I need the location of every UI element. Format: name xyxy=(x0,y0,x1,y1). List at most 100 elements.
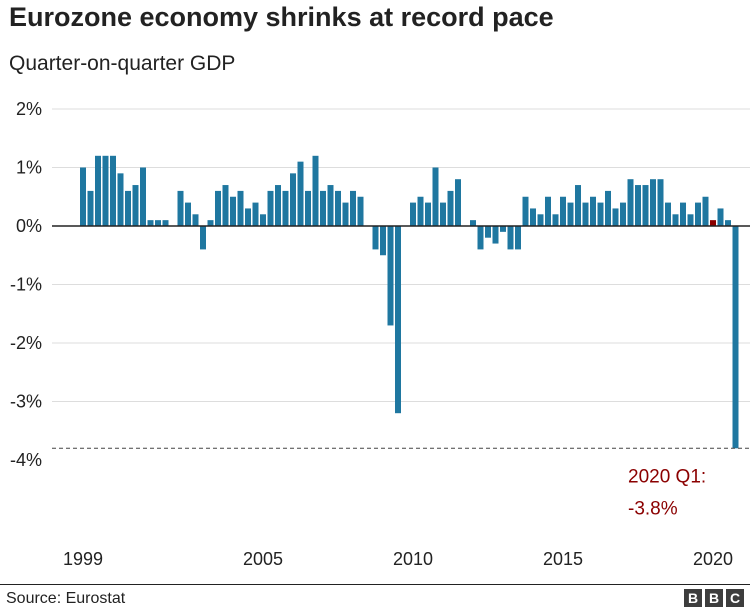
bar xyxy=(267,190,274,226)
bar xyxy=(717,208,724,226)
bar xyxy=(312,155,319,226)
bar xyxy=(320,190,326,226)
bar xyxy=(125,190,131,226)
y-axis-labels: 2% 1% 0% -1% -2% -3% -4% xyxy=(10,99,42,470)
bbc-logo: B B C xyxy=(684,589,744,607)
bar xyxy=(530,208,536,226)
x-tick-label: 2005 xyxy=(243,549,283,569)
bar xyxy=(245,208,251,226)
y-tick-label: -4% xyxy=(10,450,42,470)
bar xyxy=(80,167,86,226)
logo-letter: B xyxy=(705,589,723,607)
bar xyxy=(335,190,341,226)
x-tick-label: 2010 xyxy=(393,549,433,569)
logo-letter: C xyxy=(726,589,744,607)
bar xyxy=(440,202,446,226)
bar xyxy=(702,196,709,226)
bar xyxy=(507,226,514,250)
bar xyxy=(552,214,559,226)
bar xyxy=(582,202,589,226)
bar xyxy=(410,202,416,226)
bar xyxy=(732,226,739,449)
bar xyxy=(372,226,379,250)
bar xyxy=(305,190,311,226)
bar xyxy=(447,190,454,226)
bar xyxy=(147,220,154,226)
bar xyxy=(117,173,124,226)
bar xyxy=(95,155,101,226)
bar xyxy=(177,190,184,226)
bar xyxy=(417,196,424,226)
bar xyxy=(590,196,596,226)
bar xyxy=(455,179,461,226)
bar xyxy=(342,202,349,226)
bar xyxy=(282,190,289,226)
source-note: Source: Eurostat xyxy=(6,590,126,607)
y-tick-label: -1% xyxy=(10,275,42,295)
bar xyxy=(620,202,626,226)
bars xyxy=(80,155,739,449)
bar xyxy=(327,185,334,226)
bar-chart: 2% 1% 0% -1% -2% -3% -4% 1999 2005 2010 2015 2020 … xyxy=(10,99,750,569)
bar xyxy=(380,226,386,256)
bar xyxy=(567,202,574,226)
bar xyxy=(230,196,236,226)
x-axis-labels: 1999 2005 2010 2015 2020 xyxy=(63,549,733,569)
footer-divider xyxy=(0,584,750,585)
bar xyxy=(110,155,116,226)
bar xyxy=(87,190,94,226)
bar xyxy=(192,214,199,226)
bar xyxy=(492,226,499,244)
bar xyxy=(680,202,686,226)
bar xyxy=(665,202,671,226)
y-tick-label: 0% xyxy=(16,216,42,236)
bar xyxy=(470,220,476,226)
bar xyxy=(425,202,431,226)
bar xyxy=(725,220,731,226)
x-tick-label: 2020 xyxy=(693,549,733,569)
bar xyxy=(545,196,551,226)
bar xyxy=(642,185,649,226)
bar xyxy=(237,190,244,226)
bar xyxy=(387,226,394,326)
bar xyxy=(597,202,604,226)
bar xyxy=(575,185,581,226)
bar xyxy=(500,226,506,232)
chart-subtitle: Quarter-on-quarter GDP xyxy=(9,52,236,75)
bar xyxy=(222,185,229,226)
bar xyxy=(275,185,281,226)
bar xyxy=(695,202,701,226)
bar xyxy=(350,190,356,226)
bar xyxy=(657,179,664,226)
bar xyxy=(522,196,529,226)
bar xyxy=(260,214,266,226)
bar xyxy=(290,173,296,226)
y-tick-label: 2% xyxy=(16,99,42,119)
bar xyxy=(132,185,139,226)
bar xyxy=(140,167,146,226)
bar xyxy=(605,190,611,226)
bar xyxy=(650,179,656,226)
x-tick-label: 2015 xyxy=(543,549,583,569)
bar xyxy=(395,226,401,414)
chart-title: Eurozone economy shrinks at record pace xyxy=(9,2,554,32)
bar xyxy=(185,202,191,226)
bar xyxy=(515,226,521,250)
bar xyxy=(612,208,619,226)
bar xyxy=(560,196,566,226)
y-tick-label: 1% xyxy=(16,158,42,178)
bar xyxy=(252,202,259,226)
bar xyxy=(297,161,304,226)
bar xyxy=(687,214,694,226)
bar xyxy=(155,220,161,226)
x-tick-label: 1999 xyxy=(63,549,103,569)
y-tick-label: -2% xyxy=(10,333,42,353)
bar xyxy=(102,155,109,226)
bar xyxy=(200,226,206,250)
bar xyxy=(537,214,544,226)
bar xyxy=(162,220,169,226)
bar xyxy=(672,214,679,226)
logo-letter: B xyxy=(684,589,702,607)
bar xyxy=(207,220,214,226)
bar xyxy=(485,226,491,238)
